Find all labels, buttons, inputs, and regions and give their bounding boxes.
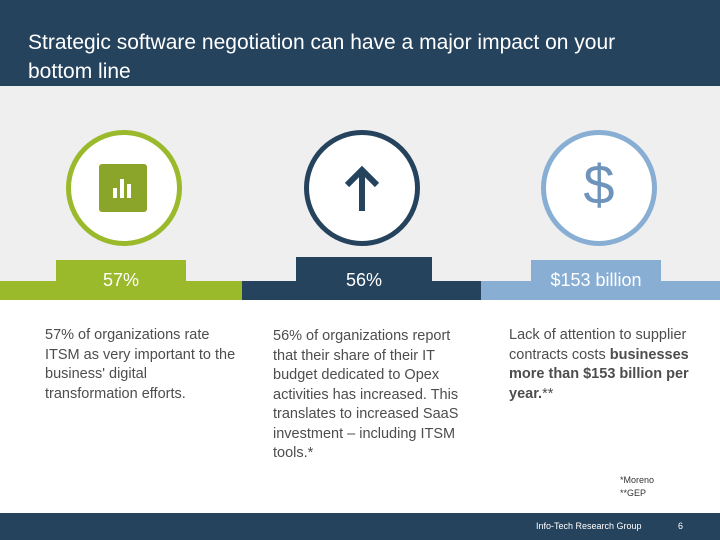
dollar-icon-circle: $ — [541, 130, 657, 246]
description-text: Lack of attention to supplier contracts … — [509, 327, 687, 363]
description-supplier-contracts: Lack of attention to supplier contracts … — [509, 326, 695, 404]
stat-57-percent: 57% — [56, 260, 186, 300]
footnote-moreno: *Moreno — [620, 475, 655, 485]
up-arrow-icon — [344, 165, 380, 211]
description-bold-text: businesses more than $153 billion per ye… — [509, 346, 689, 402]
arrow-icon-circle — [304, 130, 420, 246]
description-footnote-mark: ** — [542, 385, 554, 402]
bar-chart-icon — [99, 164, 147, 212]
description-itsm-importance: 57% of organizations rate ITSM as very i… — [45, 327, 236, 402]
chart-icon-circle — [66, 130, 182, 246]
footnotes: *Moreno **GEP — [620, 474, 654, 500]
page-number: 6 — [678, 521, 684, 531]
footnote-gep: **GEP — [620, 488, 647, 498]
footer-source: Info-Tech Research Group — [536, 521, 642, 531]
slide-footer: Info-Tech Research Group 6 — [0, 513, 720, 540]
dollar-icon: $ — [583, 153, 615, 216]
stat-153-billion: $153 billion — [531, 260, 661, 300]
description-opex-budget: 56% of organizations report that their s… — [273, 328, 459, 461]
stat-56-percent: 56% — [296, 257, 432, 300]
slide-title: Strategic software negotiation can have … — [28, 31, 616, 83]
slide-header: Strategic software negotiation can have … — [0, 0, 720, 86]
